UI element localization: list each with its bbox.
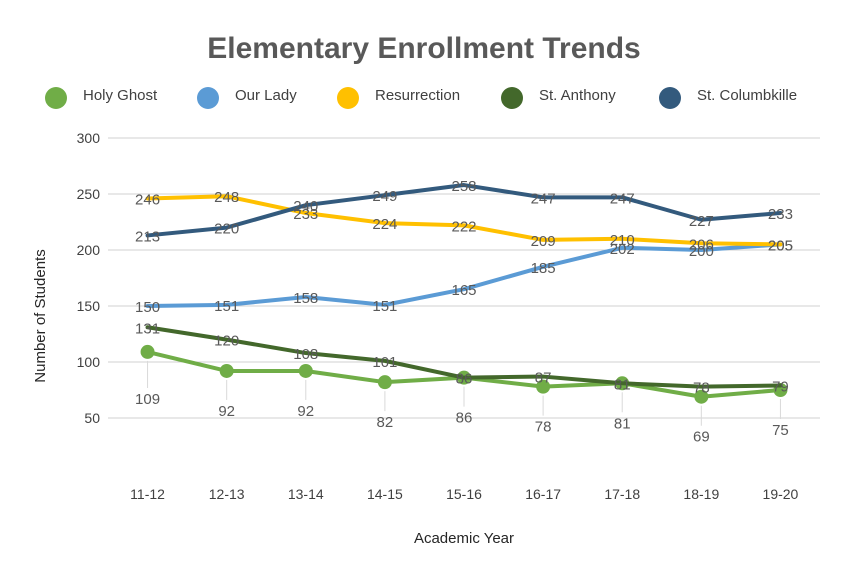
data-label: 79 — [772, 379, 789, 396]
x-axis-ticks: 11-12 12-13 13-14 14-15 15-16 16-17 17-18 18-19… — [130, 486, 798, 502]
legend-label: St. Anthony — [539, 87, 616, 104]
data-label: 233 — [768, 206, 793, 223]
data-label: 151 — [372, 298, 397, 315]
data-label: 248 — [214, 189, 239, 206]
y-axis-ticks: 50 100 150 200 250 300 — [77, 130, 101, 426]
legend-item: Our Lady — [197, 87, 297, 109]
data-label: 92 — [297, 403, 314, 420]
series-line — [145, 183, 783, 238]
data-label: 150 — [135, 299, 160, 316]
legend-marker — [501, 87, 523, 109]
data-label: 205 — [768, 237, 793, 254]
y-tick-label: 200 — [77, 242, 101, 258]
x-tick-label: 12-13 — [209, 486, 245, 502]
data-label: 82 — [377, 414, 394, 431]
data-label: 151 — [214, 298, 239, 315]
x-tick-label: 15-16 — [446, 486, 482, 502]
legend-marker — [197, 87, 219, 109]
data-label: 222 — [451, 218, 476, 235]
data-label: 120 — [214, 333, 239, 350]
y-tick-label: 300 — [77, 130, 101, 146]
series-group — [140, 183, 788, 404]
y-axis-title: Number of Students — [32, 249, 49, 382]
chart-title: Elementary Enrollment Trends — [207, 32, 640, 65]
data-label: 75 — [772, 422, 789, 439]
legend-item: Resurrection — [337, 87, 460, 109]
data-label: 233 — [293, 206, 318, 223]
data-label: 206 — [689, 236, 714, 253]
legend-label: Our Lady — [235, 87, 297, 104]
legend-label: Resurrection — [375, 87, 460, 104]
data-label: 246 — [135, 191, 160, 208]
data-label: 249 — [372, 188, 397, 205]
legend-item: St. Columbkille — [659, 87, 797, 109]
legend-item: St. Anthony — [501, 87, 616, 109]
legend-label: St. Columbkille — [697, 87, 797, 104]
data-label: 78 — [535, 419, 552, 436]
data-label: 202 — [610, 241, 635, 258]
data-label: 108 — [293, 346, 318, 363]
data-label: 92 — [218, 403, 235, 420]
data-label: 86 — [456, 371, 473, 388]
data-label: 87 — [535, 370, 552, 387]
y-tick-label: 250 — [77, 186, 101, 202]
legend: Holy Ghost Our Lady Resurrection St. Anthon… — [45, 87, 797, 109]
data-label: 131 — [135, 320, 160, 337]
data-label: 165 — [451, 282, 476, 299]
data-point — [219, 363, 234, 378]
x-tick-label: 18-19 — [683, 486, 719, 502]
data-label: 86 — [456, 410, 473, 427]
x-tick-label: 14-15 — [367, 486, 403, 502]
y-tick-label: 150 — [77, 298, 101, 314]
data-point — [536, 379, 551, 394]
data-label: 69 — [693, 429, 710, 446]
x-axis-title: Academic Year — [414, 530, 514, 547]
data-label: 209 — [531, 233, 556, 250]
data-labels: 109 92 92 82 86 78 81 69 75 150 151 158 151 165 185 202… — [135, 178, 793, 446]
x-tick-label: 17-18 — [604, 486, 640, 502]
data-label: 224 — [372, 216, 397, 233]
data-label: 227 — [689, 213, 714, 230]
legend-marker — [45, 87, 67, 109]
data-label: 200 — [689, 243, 714, 260]
legend-item: Holy Ghost — [45, 87, 158, 109]
data-label: 247 — [531, 190, 556, 207]
series-line — [145, 242, 783, 308]
data-point — [377, 375, 392, 390]
x-tick-label: 16-17 — [525, 486, 561, 502]
data-point — [140, 344, 155, 359]
data-point — [694, 389, 709, 404]
data-label: 213 — [135, 228, 160, 245]
series-line — [145, 194, 783, 247]
y-tick-label: 100 — [77, 354, 101, 370]
data-label: 247 — [610, 190, 635, 207]
data-label: 158 — [293, 290, 318, 307]
data-label: 109 — [135, 391, 160, 408]
data-label: 78 — [693, 380, 710, 397]
x-tick-label: 11-12 — [130, 486, 165, 502]
data-label: 220 — [214, 221, 239, 238]
x-tick-label: 13-14 — [288, 486, 324, 502]
data-point — [298, 363, 313, 378]
y-tick-label: 50 — [84, 410, 100, 426]
data-label: 101 — [372, 354, 397, 371]
series-line — [145, 325, 783, 389]
data-label: 185 — [531, 260, 556, 277]
data-label: 81 — [614, 376, 631, 393]
legend-marker — [659, 87, 681, 109]
data-label: 205 — [768, 237, 793, 254]
x-tick-label: 19-20 — [763, 486, 799, 502]
legend-marker — [337, 87, 359, 109]
data-label: 210 — [610, 232, 635, 249]
data-label: 258 — [451, 178, 476, 195]
data-label: 240 — [293, 198, 318, 215]
data-label: 81 — [614, 415, 631, 432]
legend-label: Holy Ghost — [83, 87, 158, 104]
